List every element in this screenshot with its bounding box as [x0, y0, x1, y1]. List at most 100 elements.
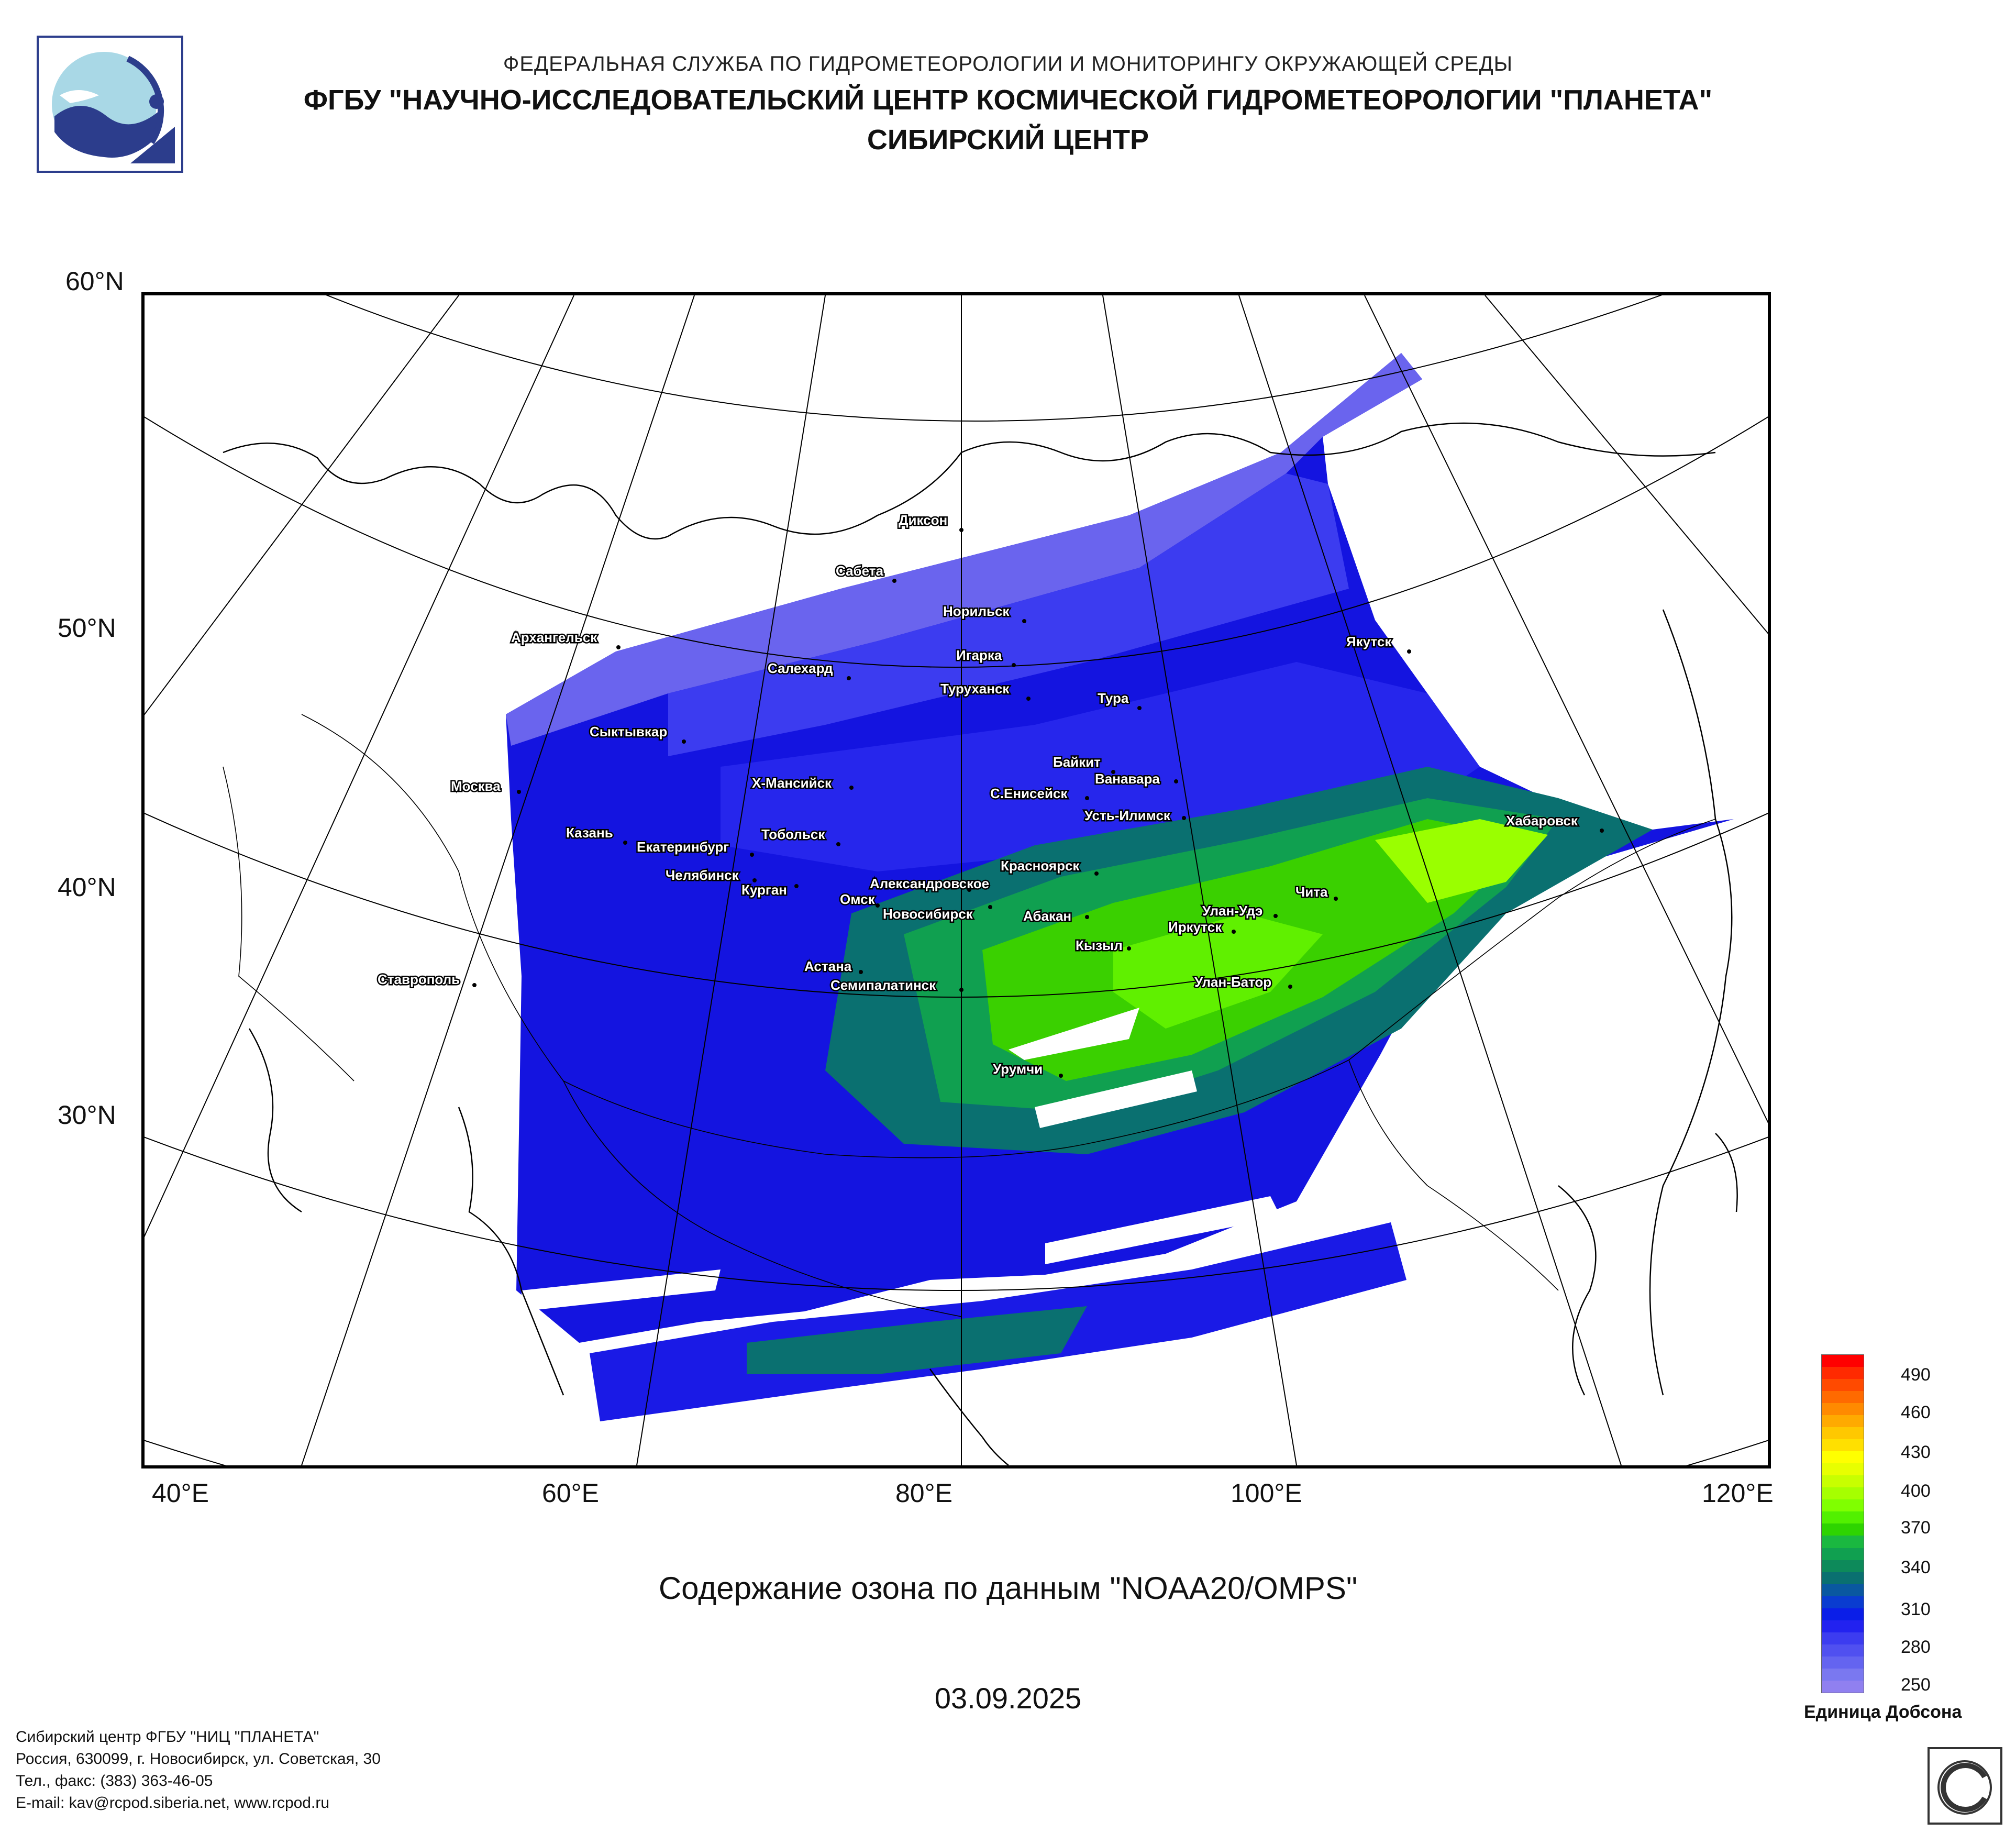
- city-vanavara: Ванавара: [1094, 770, 1178, 788]
- city-ust-ilimsk: Усть-Илимск: [1083, 807, 1186, 825]
- legend-unit: Единица Добсона: [1804, 1702, 1962, 1722]
- svg-text:Усть-Илимск: Усть-Илимск: [1084, 808, 1171, 823]
- coastlines: [223, 422, 1738, 1465]
- lat-label-40: 40°N: [58, 873, 116, 902]
- svg-text:Улан-Удэ: Улан-Удэ: [1202, 903, 1262, 919]
- city-igarka: Игарка: [955, 646, 1016, 667]
- city-kazan: Казань: [565, 824, 627, 845]
- city-chelyabinsk: Челябинск: [664, 866, 757, 885]
- svg-text:Иркутск: Иркутск: [1168, 919, 1222, 935]
- legend-swatch: [1822, 1584, 1864, 1596]
- svg-text:Диксон: Диксон: [899, 512, 947, 528]
- legend-swatch: [1822, 1391, 1864, 1404]
- city-stavropol: Ставрополь: [376, 970, 477, 989]
- lat-label-50: 50°N: [58, 613, 116, 643]
- svg-text:Якутск: Якутск: [1346, 634, 1392, 649]
- city-yekaterinburg: Екатеринбург: [636, 838, 754, 857]
- city-tobolsk: Тобольск: [760, 825, 840, 846]
- svg-text:Тура: Тура: [1098, 690, 1129, 706]
- footer-line-1: Сибирский центр ФГБУ "НИЦ "ПЛАНЕТА": [16, 1728, 319, 1746]
- legend-tick: 370: [1901, 1518, 1931, 1538]
- city-omsk: Омск: [839, 890, 880, 909]
- lat-label-30: 30°N: [58, 1100, 116, 1130]
- svg-text:Салехард: Салехард: [768, 660, 833, 676]
- city-khanty-mansiysk: Х-Мансийск: [751, 774, 854, 792]
- svg-text:Ставрополь: Ставрополь: [378, 971, 460, 987]
- footer-line-3: Тел., факс: (383) 363-46-05: [16, 1772, 213, 1790]
- legend-swatch: [1822, 1596, 1864, 1608]
- legend-swatch: [1822, 1499, 1864, 1512]
- legend-tick: 460: [1901, 1403, 1931, 1422]
- city-chita: Чита: [1294, 883, 1338, 901]
- legend-tick: 490: [1901, 1365, 1931, 1385]
- legend-swatch: [1822, 1632, 1864, 1644]
- planeta-logo: [37, 36, 183, 173]
- lon-label-40: 40°E: [152, 1478, 209, 1508]
- legend-swatch: [1822, 1379, 1864, 1392]
- legend-swatch: [1822, 1560, 1864, 1572]
- city-ulan-bator: Улан-Батор: [1193, 973, 1292, 991]
- graticule: [145, 295, 1768, 1465]
- city-turukhansk: Туруханск: [939, 680, 1031, 701]
- legend-swatch: [1822, 1536, 1864, 1548]
- svg-text:Хабаровск: Хабаровск: [1506, 813, 1578, 829]
- svg-text:Александровское: Александровское: [870, 876, 989, 891]
- svg-text:Архангельск: Архангельск: [511, 630, 597, 645]
- svg-text:Ванавара: Ванавара: [1095, 771, 1160, 787]
- city-krasnoyarsk: Красноярск: [1000, 857, 1099, 876]
- svg-text:Тобольск: Тобольск: [761, 826, 825, 842]
- legend-swatch: [1822, 1644, 1864, 1657]
- svg-text:Москва: Москва: [451, 778, 501, 794]
- legend-swatch: [1822, 1487, 1864, 1500]
- svg-text:Байкит: Байкит: [1053, 754, 1101, 770]
- legend-swatch: [1822, 1403, 1864, 1416]
- city-yakutsk: Якутск: [1345, 633, 1411, 654]
- city-moscow: Москва: [450, 777, 521, 796]
- legend-swatch: [1822, 1548, 1864, 1560]
- svg-text:Чита: Чита: [1295, 884, 1328, 900]
- ozone-swath: [506, 353, 1734, 1421]
- legend-swatch: [1822, 1511, 1864, 1524]
- city-semipalatinsk: Семипалатинск: [829, 976, 963, 995]
- svg-text:Норильск: Норильск: [943, 603, 1010, 619]
- center-title: СИБИРСКИЙ ЦЕНТР: [867, 124, 1149, 156]
- svg-text:Улан-Батор: Улан-Батор: [1194, 974, 1271, 990]
- legend-tick: 280: [1901, 1637, 1931, 1657]
- legend-swatch: [1822, 1355, 1864, 1367]
- map-date: 03.09.2025: [934, 1682, 1082, 1715]
- legend-swatch: [1822, 1475, 1864, 1488]
- city-ulan-ude: Улан-Удэ: [1201, 902, 1278, 920]
- legend-tick: 400: [1901, 1481, 1931, 1501]
- city-baikit: Байкит: [1052, 753, 1115, 774]
- city-sabeta: Сабета: [835, 562, 896, 583]
- city-novosibirsk: Новосибирск: [882, 905, 992, 923]
- legend-swatch: [1822, 1439, 1864, 1452]
- legend-swatch: [1822, 1620, 1864, 1632]
- city-markers: Диксон Сабета Норильск Архангельск Салех…: [376, 511, 1604, 1078]
- legend-swatch: [1822, 1427, 1864, 1440]
- legend-swatch: [1822, 1656, 1864, 1669]
- institute-title: ФГБУ "НАУЧНО-ИССЛЕДОВАТЕЛЬСКИЙ ЦЕНТР КОС…: [303, 84, 1713, 116]
- city-tura: Тура: [1096, 689, 1142, 710]
- svg-text:Новосибирск: Новосибирск: [883, 906, 973, 922]
- svg-text:Екатеринбург: Екатеринбург: [637, 839, 729, 855]
- lon-label-60: 60°E: [542, 1478, 599, 1508]
- city-dikson: Диксон: [898, 511, 963, 532]
- city-syktyvkar: Сыктывкар: [589, 723, 686, 744]
- city-urumqi: Урумчи: [992, 1060, 1063, 1078]
- svg-text:Челябинск: Челябинск: [666, 867, 739, 883]
- svg-text:С.Енисейск: С.Енисейск: [990, 786, 1068, 801]
- svg-text:Астана: Астана: [804, 958, 852, 974]
- svg-text:Кызыл: Кызыл: [1076, 937, 1123, 953]
- svg-text:Курган: Курган: [741, 882, 787, 898]
- legend-swatch: [1822, 1367, 1864, 1379]
- legend-swatch: [1822, 1608, 1864, 1620]
- footer-line-2: Россия, 630099, г. Новосибирск, ул. Сове…: [16, 1750, 381, 1768]
- city-abakan: Абакан: [1022, 907, 1089, 925]
- svg-text:Семипалатинск: Семипалатинск: [830, 977, 936, 993]
- legend-swatch: [1822, 1463, 1864, 1476]
- legend-swatch: [1822, 1451, 1864, 1464]
- map-title: Содержание озона по данным "NOAA20/OMPS": [658, 1571, 1358, 1606]
- city-irkutsk: Иркутск: [1167, 918, 1236, 936]
- svg-text:Игарка: Игарка: [956, 647, 1002, 663]
